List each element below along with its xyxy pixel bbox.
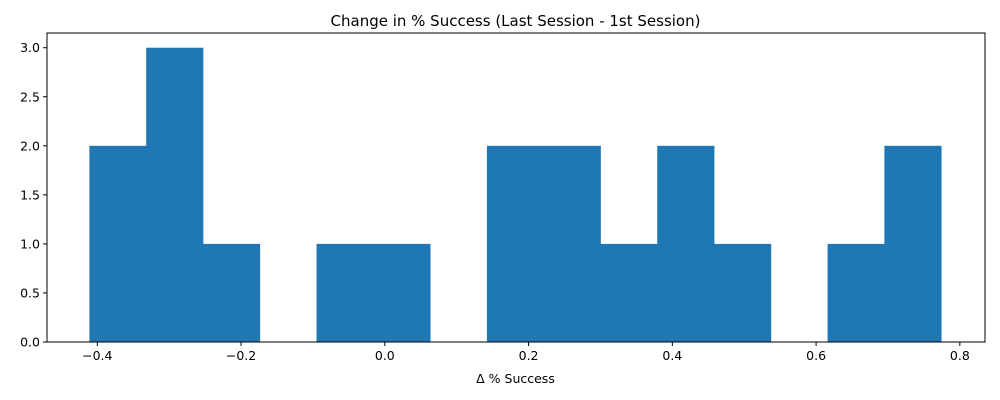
x-tick-label: −0.2	[226, 348, 256, 363]
y-tick-label: 2.0	[20, 138, 40, 153]
x-axis-label: Δ % Success	[476, 371, 555, 386]
y-axis: 0.0 0.5 1.0 1.5 2.0 2.5 3.0	[20, 40, 47, 350]
chart-title: Change in % Success (Last Session - 1st …	[331, 12, 701, 30]
histogram-bar	[146, 47, 204, 342]
y-tick-label: 1.0	[20, 236, 40, 251]
x-tick-label: 0.8	[950, 348, 970, 363]
y-tick-label: 1.5	[20, 187, 40, 202]
histogram-bar	[486, 145, 545, 342]
x-tick-label: 0.6	[806, 348, 826, 363]
y-tick-label: 2.5	[20, 89, 40, 104]
plot-frame	[46, 32, 986, 343]
histogram-bar	[600, 243, 658, 342]
histogram-bar	[202, 243, 261, 342]
histogram-bar	[373, 243, 431, 342]
histogram-bar	[657, 145, 715, 342]
y-tick-label: 0.0	[20, 335, 40, 350]
histogram-bar	[89, 145, 147, 342]
histogram-bar	[884, 145, 942, 342]
x-tick-label: 0.0	[375, 348, 395, 363]
x-tick-label: −0.4	[82, 348, 112, 363]
y-tick-label: 3.0	[20, 40, 40, 55]
histogram-bar	[543, 145, 601, 342]
histogram-bar	[827, 243, 885, 342]
histogram-bar	[714, 243, 772, 342]
y-tick-label: 0.5	[20, 285, 40, 300]
x-tick-label: 0.4	[662, 348, 682, 363]
bars-group	[89, 47, 942, 342]
x-tick-label: 0.2	[519, 348, 539, 363]
histogram-bar	[316, 243, 374, 342]
x-axis: −0.4 −0.2 0.0 0.2 0.4 0.6 0.8	[82, 342, 970, 363]
